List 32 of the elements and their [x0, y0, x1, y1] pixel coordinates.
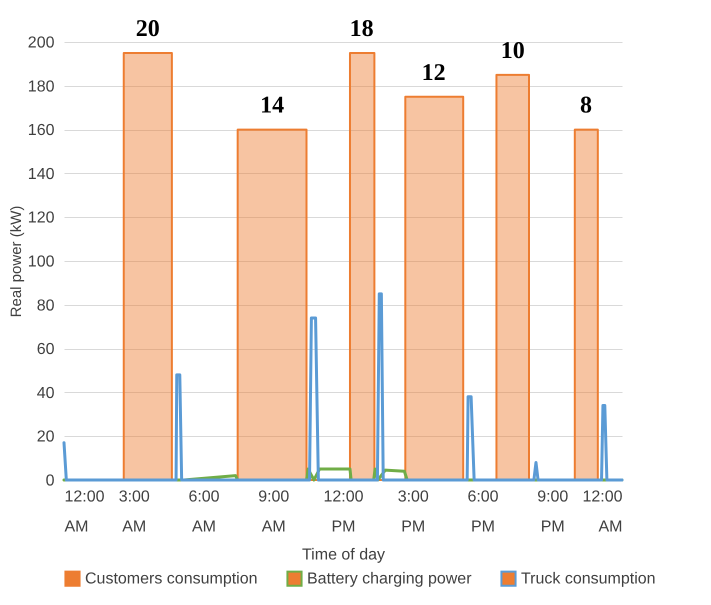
y-tick-label: 120 [28, 210, 55, 227]
x-tick-label: 9:00 PM [537, 488, 568, 536]
x-tick-label: 12:00 AM [64, 488, 105, 536]
x-tick-label: 6:00 AM [188, 488, 220, 536]
annotation: 10 [500, 38, 525, 64]
x-tick-label: 3:00 PM [398, 488, 429, 536]
annotation: 20 [136, 16, 160, 42]
annotation: 14 [260, 92, 284, 119]
y-tick-label: 40 [36, 384, 55, 402]
y-axis-title: Real power (kW) [8, 206, 25, 318]
legend-label: Truck consumption [521, 570, 656, 588]
x-tick-label: 3:00 AM [118, 488, 150, 536]
annotation: 18 [350, 16, 374, 42]
y-tick-label: 20 [36, 428, 55, 446]
y-tick-label: 160 [28, 122, 55, 140]
annotation: 12 [422, 60, 446, 86]
y-tick-label: 140 [28, 166, 55, 183]
x-tick-label: 6:00 PM [467, 488, 499, 536]
legend-label: Battery charging power [307, 570, 472, 588]
y-tick-label: 0 [46, 472, 55, 490]
y-tick-label: 60 [36, 341, 55, 358]
y-tick-label: 80 [36, 297, 55, 314]
y-tick-label: 100 [28, 254, 55, 270]
y-tick-label: 200 [28, 34, 55, 52]
y-tick-label: 180 [28, 78, 55, 96]
annotation: 8 [580, 92, 592, 119]
legend-label: Customers consumption [85, 570, 258, 588]
line-series [62, 292, 624, 482]
x-tick-label: 9:00 AM [258, 488, 290, 536]
x-tick-label: 12:00 AM [582, 488, 623, 536]
x-tick-label: 12:00 PM [323, 488, 364, 536]
x-axis-title: Time of day [302, 546, 385, 564]
